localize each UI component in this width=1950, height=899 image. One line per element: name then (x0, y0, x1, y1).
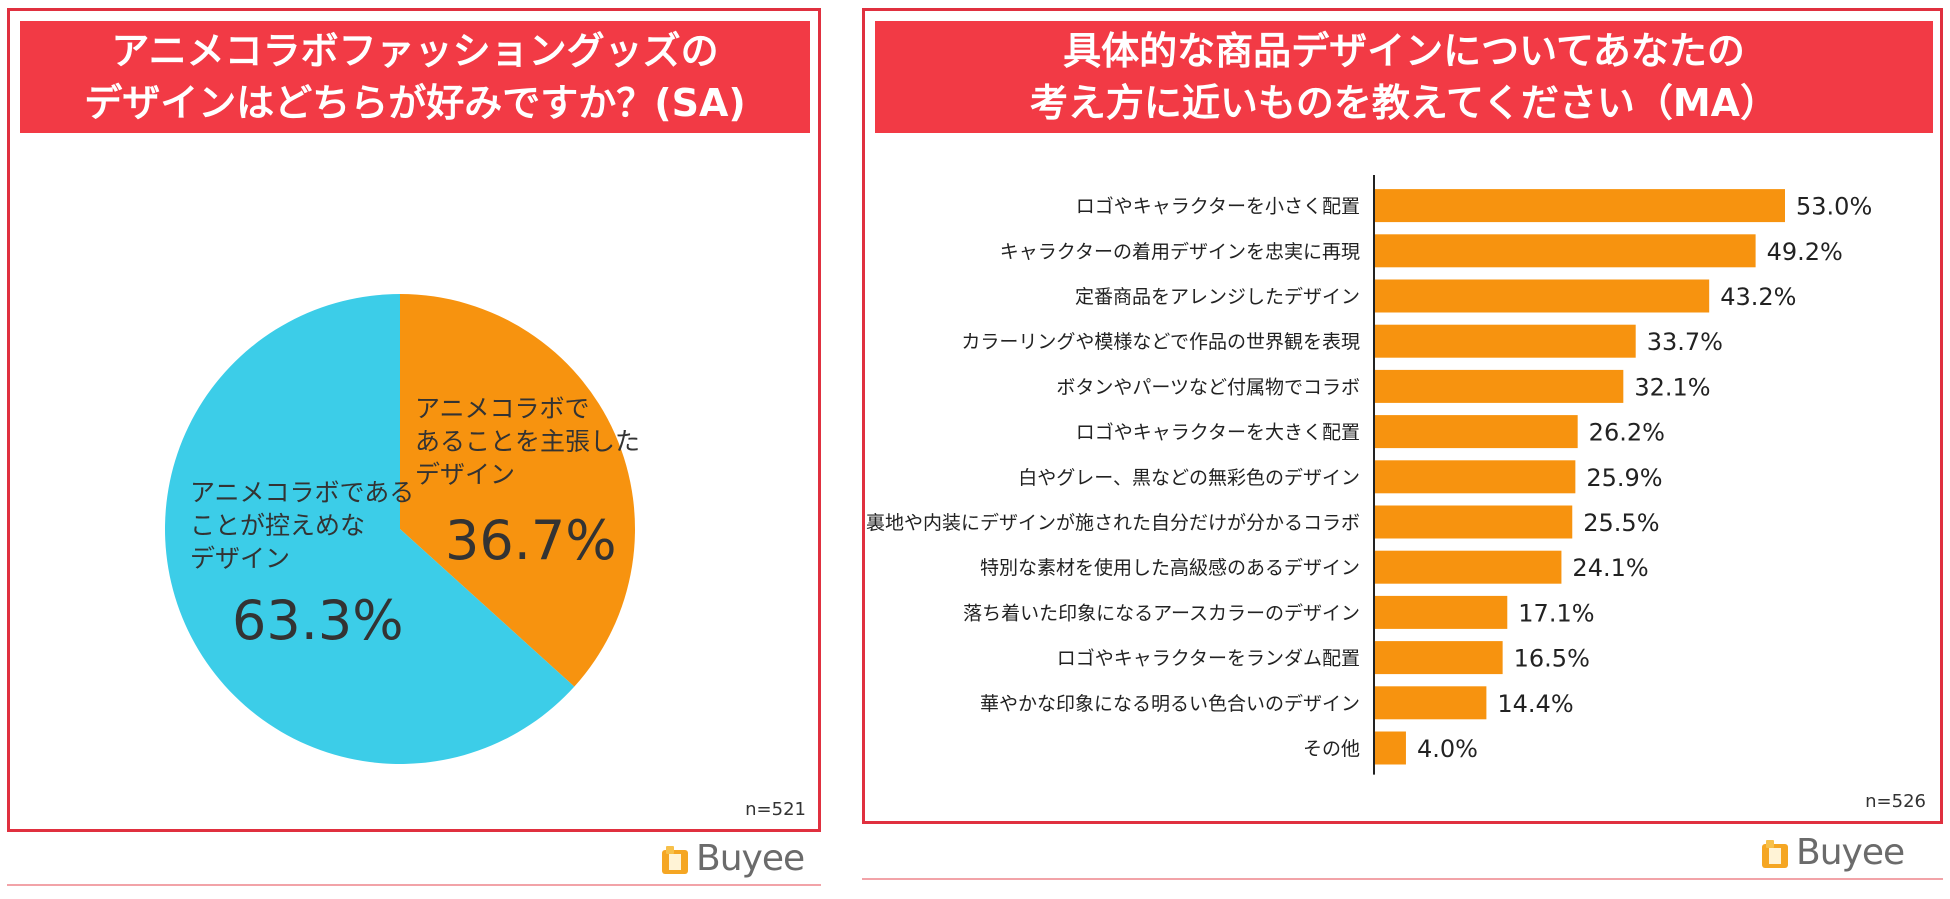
pie-chart-title: アニメコラボファッショングッズの デザインはどちらが好みですか？(SA) (20, 21, 810, 133)
sample-size-label: n=521 (745, 799, 806, 820)
bar (1375, 460, 1576, 494)
bar (1375, 415, 1578, 449)
bar-category-label: 特別な素材を使用した高級感のあるデザイン (980, 557, 1360, 579)
bar (1375, 324, 1636, 358)
bar (1375, 234, 1756, 268)
pie-slice (400, 294, 635, 687)
bar-value-label: 32.1% (1634, 373, 1710, 401)
bar-value-label: 16.5% (1514, 645, 1590, 673)
pie-slice-value: 36.7% (445, 509, 617, 572)
bar (1375, 595, 1508, 629)
bar (1375, 369, 1624, 403)
bar-value-label: 25.9% (1586, 464, 1662, 492)
pie-slice-label: ことが控えめな (190, 511, 365, 540)
buyee-logo-right: Buyee (1760, 832, 1905, 873)
bar-chart: ロゴやキャラクターを小さく配置 53.0% キャラクターの着用デザインを忠実に再現 4… (866, 175, 1872, 775)
bar-category-label: 華やかな印象になる明るい色合いのデザイン (980, 693, 1360, 715)
pie-chart-panel: アニメコラボファッショングッズの デザインはどちらが好みですか？(SA) アニメ… (7, 8, 821, 832)
bar-value-label: 4.0% (1417, 735, 1478, 763)
footer-divider-right (862, 878, 1943, 880)
bar-category-label: 白やグレー、黒などの無彩色のデザイン (1018, 467, 1360, 489)
bar-value-label: 53.0% (1796, 193, 1872, 221)
pie-title-line-2: デザインはどちらが好みですか？(SA) (84, 81, 746, 125)
bar-value-label: 14.4% (1497, 690, 1573, 718)
bar-category-label: カラーリングや模様などで作品の世界観を表現 (961, 331, 1360, 353)
logo-text: Buyee (1796, 832, 1905, 873)
bar-title-line-1: 具体的な商品デザインについてあなたの (1063, 29, 1745, 73)
pie-slice-value: 63.3% (232, 589, 404, 652)
bar-category-label: ロゴやキャラクターを小さく配置 (1076, 196, 1360, 218)
bar-value-label: 24.1% (1572, 554, 1648, 582)
buyee-logo-left: Buyee (660, 838, 805, 879)
bar-title-line-2: 考え方に近いものを教えてください（MA） (1029, 81, 1779, 125)
pie-slice-label: アニメコラボである (190, 478, 414, 507)
pie-slice-label: アニメコラボで (415, 394, 590, 423)
bar (1375, 641, 1503, 675)
bar (1375, 279, 1710, 313)
bar (1375, 550, 1562, 584)
logo-text: Buyee (696, 838, 805, 879)
bar-category-label: ボタンやパーツなど付属物でコラボ (1056, 376, 1360, 398)
sample-size-label: n=526 (1865, 791, 1926, 812)
bar-value-label: 17.1% (1518, 599, 1594, 627)
pie-slice-label: デザイン (190, 544, 290, 573)
bar-category-label: 裏地や内装にデザインが施された自分だけが分かるコラボ (866, 512, 1360, 534)
pie-slice-label: デザイン (415, 460, 515, 489)
buyee-bag-icon (1762, 839, 1788, 868)
buyee-bag-icon (662, 845, 688, 874)
bar-category-label: その他 (1303, 738, 1360, 760)
bar (1375, 731, 1406, 765)
bar-category-label: ロゴやキャラクターをランダム配置 (1057, 648, 1360, 670)
footer-divider-left (7, 884, 821, 886)
bar-category-label: 定番商品をアレンジしたデザイン (1075, 286, 1360, 308)
bar (1375, 189, 1785, 223)
bar (1375, 505, 1573, 539)
bar-chart-title: 具体的な商品デザインについてあなたの 考え方に近いものを教えてください（MA） (875, 21, 1933, 133)
bar-value-label: 25.5% (1583, 509, 1659, 537)
bar-category-label: 落ち着いた印象になるアースカラーのデザイン (963, 602, 1360, 624)
bar-category-label: キャラクターの着用デザインを忠実に再現 (1000, 241, 1360, 263)
pie-slice-label: あることを主張した (415, 427, 640, 456)
bar (1375, 686, 1487, 720)
pie-title-line-1: アニメコラボファッショングッズの (111, 29, 719, 73)
bar-value-label: 33.7% (1647, 328, 1723, 356)
pie-slice (164, 294, 575, 764)
bar-category-label: ロゴやキャラクターを大きく配置 (1076, 422, 1360, 444)
bar-value-label: 43.2% (1720, 283, 1796, 311)
bar-chart-panel: 具体的な商品デザインについてあなたの 考え方に近いものを教えてください（MA） … (862, 8, 1943, 824)
bar-value-label: 49.2% (1767, 238, 1843, 266)
pie-chart: アニメコラボであることを主張したデザイン36.7%アニメコラボであることが控えめ… (164, 294, 640, 764)
bar-value-label: 26.2% (1589, 419, 1665, 447)
